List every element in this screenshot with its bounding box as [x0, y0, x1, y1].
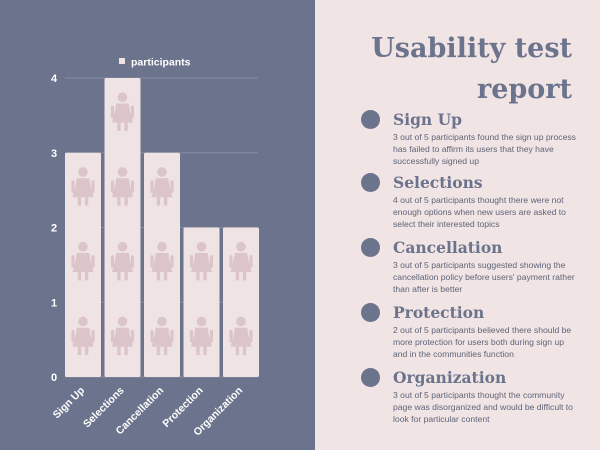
person-icon	[150, 316, 174, 356]
y-axis-ticks: 0 1 2 3 4	[51, 73, 58, 384]
legend-label: participants	[131, 57, 191, 69]
bar	[223, 227, 259, 377]
x-axis-ticks: Sign UpSelectionsCancellationProtectionO…	[51, 385, 246, 439]
y-tick-label: 0	[51, 372, 57, 384]
person-icon	[150, 167, 174, 206]
person-icon	[71, 241, 95, 281]
legend: participants	[119, 57, 191, 69]
bar	[183, 227, 220, 377]
person-icon	[71, 316, 95, 356]
finding-sign-up: Sign Up 3 out of 5 participants found th…	[361, 110, 576, 167]
person-icon	[189, 241, 214, 281]
finding-text: 3 out of 5 participants found the sign u…	[393, 132, 576, 166]
bullet-dot-icon	[361, 110, 380, 129]
finding-text: 3 out of 5 participants thought the comm…	[393, 390, 573, 424]
bar-chart: 0 1 2 3 4 Sign UpSelectionsCancellationProte…	[51, 57, 259, 439]
finding-cancellation: Cancellation 3 out of 5 participants sug…	[361, 238, 576, 295]
finding-text: 4 out of 5 participants thought there we…	[393, 195, 566, 229]
finding-heading: Selections	[393, 173, 483, 192]
bars	[65, 78, 259, 377]
bullet-dot-icon	[361, 173, 380, 192]
bar	[144, 152, 180, 377]
finding-selections: Selections 4 out of 5 participants thoug…	[361, 173, 576, 230]
person-icon	[229, 241, 253, 281]
chart-panel: 0 1 2 3 4 Sign Up Selections Cancellation Prote…	[0, 0, 315, 450]
finding-heading: Protection	[393, 303, 485, 322]
bar-rect	[104, 78, 141, 377]
bar	[65, 152, 101, 377]
page-title: Usability test report	[371, 33, 572, 105]
bullet-dot-icon	[361, 303, 380, 322]
bullet-dot-icon	[361, 368, 380, 387]
y-tick-label: 4	[51, 73, 58, 85]
finding-heading: Sign Up	[393, 110, 462, 129]
y-tick-label: 1	[51, 297, 57, 309]
y-tick-label: 2	[51, 223, 57, 235]
person-icon	[229, 316, 253, 356]
bar	[104, 78, 141, 377]
y-tick-label: 3	[51, 148, 57, 160]
finding-organization: Organization 3 out of 5 participants tho…	[361, 368, 576, 425]
finding-protection: Protection 2 out of 5 participants belie…	[361, 303, 576, 360]
person-icon	[110, 316, 135, 356]
bullet-dot-icon	[361, 238, 380, 257]
person-icon	[189, 316, 214, 356]
person-icon	[110, 92, 135, 131]
finding-heading: Organization	[393, 368, 507, 387]
finding-heading: Cancellation	[393, 238, 503, 257]
finding-text: 2 out of 5 participants believed there s…	[393, 325, 572, 359]
person-icon	[150, 241, 174, 281]
person-icon	[110, 167, 135, 206]
legend-swatch	[119, 58, 125, 64]
person-icon	[110, 241, 135, 281]
x-tick-label: Sign Up	[51, 385, 88, 422]
finding-text: 3 out of 5 participants suggested showin…	[393, 260, 575, 294]
person-icon	[71, 167, 95, 206]
